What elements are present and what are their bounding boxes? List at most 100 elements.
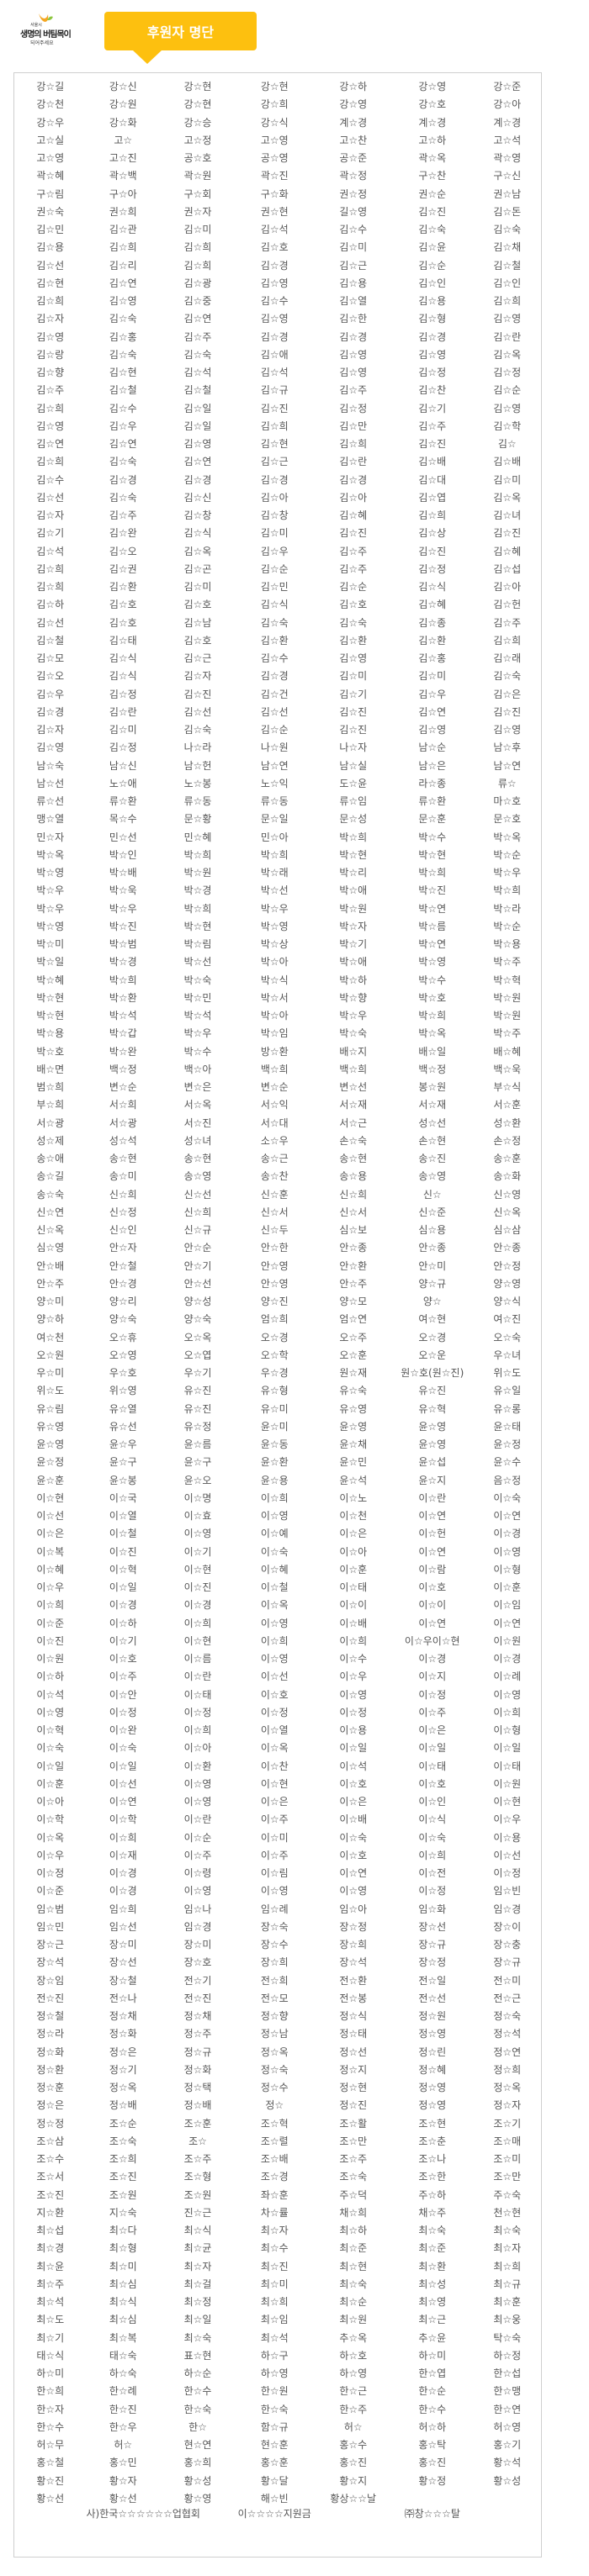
donor-name: 이☆경 xyxy=(183,1599,212,1612)
donor-row: 이☆희 이☆경 이☆경 이☆옥 이☆이 이☆이 이☆임 xyxy=(14,1597,543,1614)
donor-name: 박☆희 xyxy=(418,1010,447,1021)
donor-name: 정☆린 xyxy=(418,2045,447,2058)
donor-row: 이☆준 이☆하 이☆희 이☆영 이☆배 이☆연 이☆연 xyxy=(14,1615,543,1633)
donor-name: 장☆충 xyxy=(493,1939,522,1950)
donor-name: 이☆완 xyxy=(109,1724,137,1736)
donor-name: 김☆옥 xyxy=(493,348,522,361)
donor-name: 이☆일 xyxy=(339,1742,368,1755)
donor-name: 장☆규 xyxy=(418,1939,447,1950)
donor-name: 조☆주 xyxy=(183,2153,212,2165)
donor-name: 황☆영 xyxy=(183,2492,212,2505)
donor-name: 이☆혜 xyxy=(260,1563,289,1576)
donor-name: 김☆인 xyxy=(493,277,522,289)
donor-name: 권☆순 xyxy=(418,187,447,200)
donor-name: 김☆기 xyxy=(36,527,65,540)
donor-name: 김☆영 xyxy=(36,742,65,754)
donor-row: 권☆숙 권☆희 권☆자 권☆현 길☆영 김☆진 김☆돈 xyxy=(14,203,543,221)
donor-name: 이☆예 xyxy=(260,1528,289,1540)
donor-name: 곽☆영 xyxy=(493,152,522,164)
donor-name: 박☆희 xyxy=(339,831,368,843)
donor-name: 안☆배 xyxy=(36,1259,65,1272)
donor-row: 임☆범 임☆희 임☆나 임☆례 임☆아 임☆화 임☆경 xyxy=(14,1901,543,1919)
donor-row: 김☆민 김☆관 김☆미 김☆석 김☆수 김☆숙 김☆숙 xyxy=(14,221,543,239)
donor-name: 강☆영 xyxy=(418,81,447,92)
donor-name: 윤☆훈 xyxy=(36,1474,65,1486)
donor-name: 문☆성 xyxy=(339,813,368,826)
donor-name: 박☆현 xyxy=(36,1010,65,1021)
donor-name: 김☆우 xyxy=(260,545,289,557)
donor-name: 정☆화 xyxy=(36,2045,65,2058)
donor-name: 주☆숙 xyxy=(493,2188,522,2201)
donor-name: 위☆도 xyxy=(36,1385,65,1397)
donor-name: 안☆주 xyxy=(339,1277,368,1290)
donor-name: 김☆신 xyxy=(183,491,212,504)
donor-name: 나☆원 xyxy=(260,742,289,754)
donor-row: 이☆복 이☆진 이☆기 이☆숙 이☆아 이☆연 이☆영 xyxy=(14,1544,543,1561)
donor-name: 안☆선 xyxy=(183,1277,212,1290)
donor-name: 유☆림 xyxy=(36,1402,65,1415)
donor-name: 김☆경 xyxy=(260,259,289,272)
donor-name: 송☆근 xyxy=(260,1153,289,1164)
donor-name: 곽☆혜 xyxy=(36,170,65,182)
donor-name: 김☆민 xyxy=(36,224,65,235)
donor-name: 최☆심 xyxy=(109,2314,137,2326)
donor-name: 장☆선 xyxy=(109,1956,137,1969)
donor-name: 김☆희 xyxy=(493,295,522,307)
donor-name: 이☆준 xyxy=(36,1617,65,1629)
donor-name: 김☆광 xyxy=(183,277,212,289)
donor-name: 고☆찬 xyxy=(339,134,368,146)
donor-name: 소☆우 xyxy=(260,1134,289,1147)
donor-name: 김☆연 xyxy=(109,438,137,450)
donor-name: 김☆선 xyxy=(260,705,289,718)
donor-name: 김☆혜 xyxy=(418,599,447,611)
organization-name: 사)한국☆☆☆☆☆☆업협회 xyxy=(86,2508,200,2520)
donor-name: 서☆광 xyxy=(109,1116,137,1129)
donor-name: 류☆동 xyxy=(260,795,289,807)
donor-name: 이☆정 xyxy=(183,1706,212,1718)
donor-name: 조☆만 xyxy=(493,2171,522,2183)
donor-name: 조☆현 xyxy=(418,2117,447,2130)
donor-name: 정☆채 xyxy=(183,2010,212,2022)
donor-name: 김☆현 xyxy=(109,367,137,378)
donor-name: 김☆정 xyxy=(339,402,368,414)
donor-name: 심☆영 xyxy=(36,1242,65,1254)
donor-row: 성☆제 성☆석 성☆녀 소☆우 손☆숙 손☆현 손☆정 xyxy=(14,1132,543,1150)
donor-name: 태☆식 xyxy=(36,2349,65,2362)
donor-name: 김☆배 xyxy=(418,456,447,468)
donor-name: 김☆석 xyxy=(260,224,289,235)
donor-name: 김☆열 xyxy=(339,295,368,307)
donor-name: 손☆정 xyxy=(493,1134,522,1147)
donor-name: 정☆수 xyxy=(260,2082,289,2093)
donor-name: 이☆임 xyxy=(493,1599,522,1612)
donor-name: 이☆천 xyxy=(339,1510,368,1522)
donor-name: 조☆삼 xyxy=(36,2135,65,2147)
donor-name: 한☆수 xyxy=(418,2403,447,2415)
donor-name: 이☆연 xyxy=(493,1510,522,1522)
donor-name: 이☆주 xyxy=(109,1671,137,1683)
donor-name: 정☆식 xyxy=(339,2010,368,2022)
donor-name: 이☆원 xyxy=(493,1777,522,1790)
donor-name: 최☆숙 xyxy=(493,2225,522,2236)
donor-name: 이☆이 xyxy=(339,1599,368,1612)
donor-name: 김☆헌 xyxy=(493,599,522,611)
donor-row: 김☆선 김☆호 김☆남 김☆숙 김☆숙 김☆종 김☆주 xyxy=(14,615,543,632)
donor-name: 윤☆구 xyxy=(183,1456,212,1469)
donor-name: 이☆철 xyxy=(260,1581,289,1593)
donor-name: 임☆례 xyxy=(260,1903,289,1915)
donor-name: 김☆영 xyxy=(36,330,65,343)
donor-name: 서☆희 xyxy=(109,1099,137,1111)
donor-name: 신☆인 xyxy=(109,1224,137,1236)
donor-name: 유☆열 xyxy=(109,1402,137,1415)
donor-name: 장☆철 xyxy=(109,1974,137,1987)
donor-name: 이☆연 xyxy=(418,1545,447,1558)
donor-row: 이☆영 이☆정 이☆정 이☆정 이☆정 이☆주 이☆희 xyxy=(14,1704,543,1722)
donor-name: 김☆영 xyxy=(260,313,289,325)
donor-name: 이☆지 xyxy=(418,1671,447,1683)
donor-name: 황☆선 xyxy=(109,2492,137,2505)
donor-name: 황☆정 xyxy=(418,2474,447,2487)
donor-name: 이☆연 xyxy=(109,1796,137,1808)
donor-row: 김☆희 김☆권 김☆곤 김☆순 김☆주 김☆정 김☆섭 xyxy=(14,561,543,578)
donor-name: 김☆순 xyxy=(418,259,447,272)
donor-name: 하☆숙 xyxy=(109,2367,137,2379)
donor-name: 김☆숙 xyxy=(493,670,522,683)
